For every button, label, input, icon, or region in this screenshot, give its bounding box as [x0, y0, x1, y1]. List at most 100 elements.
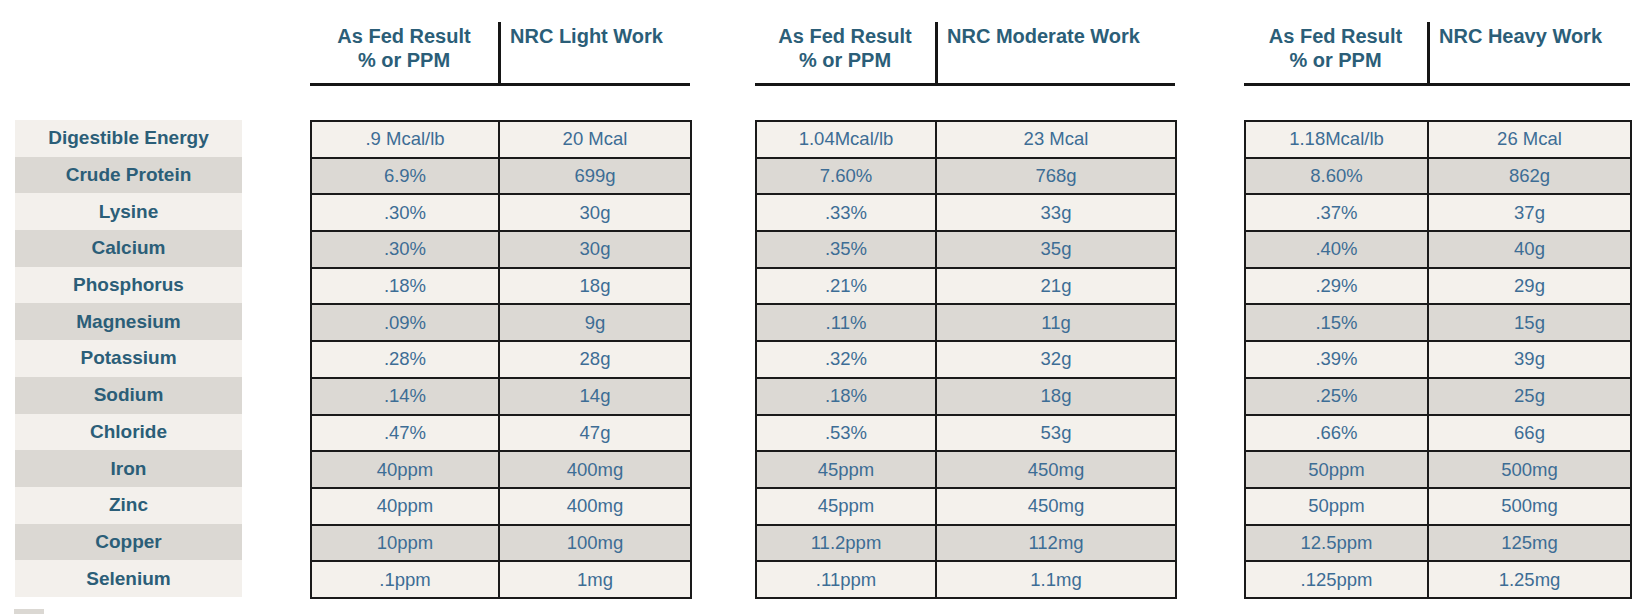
table-row: 45ppm450mg [756, 488, 1176, 525]
table-row: .15%15g [1245, 304, 1631, 341]
as-fed-value: .15% [1245, 304, 1428, 341]
as-fed-value: .11ppm [756, 561, 936, 598]
table-row: 50ppm500mg [1245, 451, 1631, 488]
as-fed-value: .11% [756, 304, 936, 341]
as-fed-header-line2: % or PPM [1289, 49, 1381, 73]
table-light-work: .9 Mcal/lb20 Mcal6.9%699g.30%30g.30%30g.… [310, 120, 692, 599]
as-fed-value: .21% [756, 268, 936, 305]
row-label: Iron [15, 450, 242, 487]
as-fed-value: .39% [1245, 341, 1428, 378]
table-row: .39%39g [1245, 341, 1631, 378]
table-row: .28%28g [311, 341, 691, 378]
nrc-value: 26 Mcal [1428, 121, 1631, 158]
as-fed-value: 40ppm [311, 488, 499, 525]
table-row: 8.60%862g [1245, 158, 1631, 195]
row-label: Lysine [15, 193, 242, 230]
table-row: .25%25g [1245, 378, 1631, 415]
as-fed-value: .1ppm [311, 561, 499, 598]
as-fed-value: 7.60% [756, 158, 936, 195]
header-group-moderate-work: As Fed Result % or PPM NRC Moderate Work [755, 22, 1175, 86]
nrc-value: 768g [936, 158, 1176, 195]
row-label: Calcium [15, 230, 242, 267]
nrc-heavy-work-header: NRC Heavy Work [1427, 22, 1630, 83]
nrc-value: 66g [1428, 415, 1631, 452]
nrc-value: 18g [499, 268, 691, 305]
as-fed-value: .09% [311, 304, 499, 341]
table-row: 11.2ppm112mg [756, 525, 1176, 562]
nrc-value: 11g [936, 304, 1176, 341]
table-body: 1.18Mcal/lb26 Mcal8.60%862g.37%37g.40%40… [1244, 120, 1632, 599]
row-label: Copper [15, 524, 242, 561]
as-fed-value: 1.18Mcal/lb [1245, 121, 1428, 158]
nrc-value: 862g [1428, 158, 1631, 195]
table-row: .35%35g [756, 231, 1176, 268]
table-row: 40ppm400mg [311, 488, 691, 525]
row-label: Zinc [15, 487, 242, 524]
as-fed-value: 50ppm [1245, 451, 1428, 488]
nrc-value: 500mg [1428, 488, 1631, 525]
as-fed-header-line1: As Fed Result [778, 25, 911, 49]
nrc-value: 29g [1428, 268, 1631, 305]
table-row: .1ppm1mg [311, 561, 691, 598]
as-fed-value: .125ppm [1245, 561, 1428, 598]
table-row: .30%30g [311, 194, 691, 231]
table-row: .29%29g [1245, 268, 1631, 305]
nrc-value: 30g [499, 194, 691, 231]
as-fed-value: .30% [311, 194, 499, 231]
nrc-value: 1mg [499, 561, 691, 598]
nrc-light-work-header: NRC Light Work [498, 22, 690, 83]
as-fed-value: .66% [1245, 415, 1428, 452]
as-fed-value: .29% [1245, 268, 1428, 305]
table-row: .09%9g [311, 304, 691, 341]
nrc-value: 100mg [499, 525, 691, 562]
table-row: .125ppm1.25mg [1245, 561, 1631, 598]
nrc-value: 32g [936, 341, 1176, 378]
nrc-value: 21g [936, 268, 1176, 305]
row-label: Crude Protein [15, 157, 242, 194]
row-label-column: Digestible EnergyCrude ProteinLysineCalc… [15, 120, 242, 597]
as-fed-value: 50ppm [1245, 488, 1428, 525]
nrc-value: 23 Mcal [936, 121, 1176, 158]
table-row: 10ppm100mg [311, 525, 691, 562]
table-row: .11ppm1.1mg [756, 561, 1176, 598]
as-fed-header-line2: % or PPM [358, 49, 450, 73]
as-fed-value: .37% [1245, 194, 1428, 231]
as-fed-value: .18% [756, 378, 936, 415]
nrc-value: 9g [499, 304, 691, 341]
table-heavy-work: 1.18Mcal/lb26 Mcal8.60%862g.37%37g.40%40… [1244, 120, 1632, 599]
as-fed-value: .14% [311, 378, 499, 415]
as-fed-value: .32% [756, 341, 936, 378]
as-fed-value: .28% [311, 341, 499, 378]
table-row: .11%11g [756, 304, 1176, 341]
table-row: .30%30g [311, 231, 691, 268]
table-row: .9 Mcal/lb20 Mcal [311, 121, 691, 158]
row-label: Potassium [15, 340, 242, 377]
as-fed-value: 6.9% [311, 158, 499, 195]
nrc-value: 30g [499, 231, 691, 268]
table-moderate-work: 1.04Mcal/lb23 Mcal7.60%768g.33%33g.35%35… [755, 120, 1177, 599]
nrc-value: 15g [1428, 304, 1631, 341]
as-fed-value: 8.60% [1245, 158, 1428, 195]
nrc-value: 28g [499, 341, 691, 378]
nrc-value: 1.25mg [1428, 561, 1631, 598]
table-row: .18%18g [756, 378, 1176, 415]
row-label: Selenium [15, 560, 242, 597]
row-label: Chloride [15, 414, 242, 451]
table-row: 7.60%768g [756, 158, 1176, 195]
table-body: .9 Mcal/lb20 Mcal6.9%699g.30%30g.30%30g.… [310, 120, 692, 599]
header-group-heavy-work: As Fed Result % or PPM NRC Heavy Work [1244, 22, 1630, 86]
nrc-value: 14g [499, 378, 691, 415]
table-row: 1.04Mcal/lb23 Mcal [756, 121, 1176, 158]
partial-row-stripe [14, 609, 44, 614]
nrc-value: 450mg [936, 488, 1176, 525]
as-fed-header-line1: As Fed Result [337, 25, 470, 49]
as-fed-value: 45ppm [756, 488, 936, 525]
nrc-value: 400mg [499, 451, 691, 488]
header-group-light-work: As Fed Result % or PPM NRC Light Work [310, 22, 690, 86]
table-row: .37%37g [1245, 194, 1631, 231]
table-body: 1.04Mcal/lb23 Mcal7.60%768g.33%33g.35%35… [755, 120, 1177, 599]
as-fed-value: .9 Mcal/lb [311, 121, 499, 158]
table-row: .18%18g [311, 268, 691, 305]
nrc-value: 33g [936, 194, 1176, 231]
as-fed-value: .53% [756, 415, 936, 452]
